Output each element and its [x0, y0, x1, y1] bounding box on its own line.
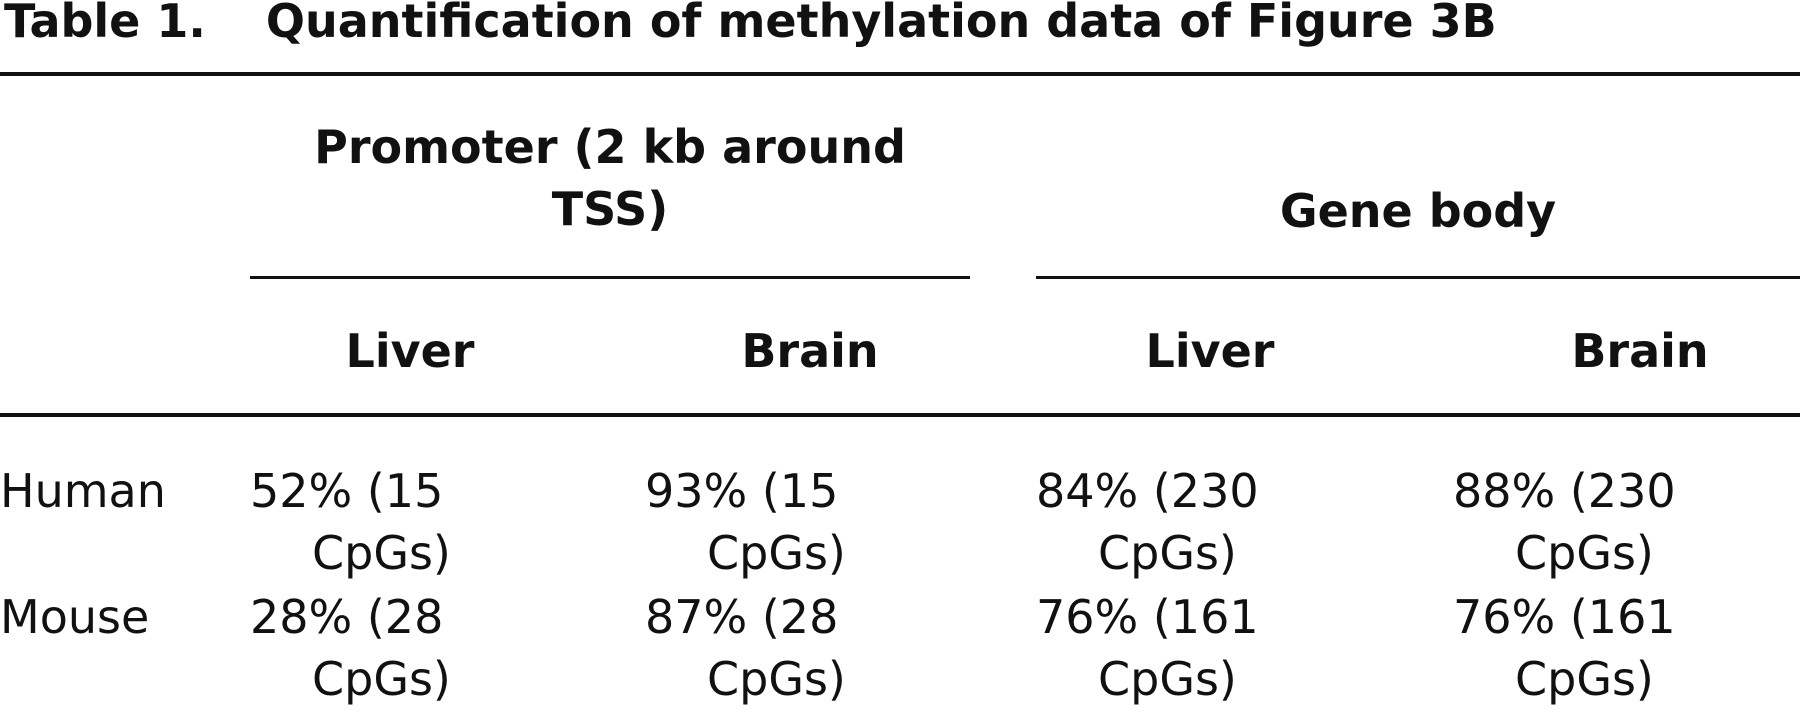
cell-value: 52% (15: [250, 464, 444, 518]
row-label-human: Human: [0, 464, 166, 518]
table-caption: Table 1. Quantification of methylation da…: [4, 0, 1497, 48]
column-header-gene-body-liver: Liver: [1145, 324, 1275, 378]
cell-continuation: CpGs): [707, 526, 846, 580]
header-bottom-rule: [0, 413, 1800, 417]
cell-continuation: CpGs): [1098, 526, 1237, 580]
top-rule: [0, 72, 1800, 76]
cell-value: 28% (28: [250, 590, 444, 644]
group-header-promoter-line1: Promoter (2 kb around: [314, 120, 906, 174]
group-header-promoter: Promoter (2 kb around TSS): [250, 116, 970, 240]
column-header-promoter-liver: Liver: [345, 324, 475, 378]
cell-continuation: CpGs): [312, 652, 451, 706]
gene-body-group-rule: [1036, 276, 1800, 279]
group-header-gene-body-line1: Gene body: [1279, 184, 1557, 238]
cell-value: 84% (230: [1036, 464, 1259, 518]
cell-value: 76% (161: [1036, 590, 1259, 644]
group-header-promoter-line2: TSS): [551, 182, 669, 236]
cell-value: 93% (15: [645, 464, 839, 518]
cell-continuation: CpGs): [1515, 652, 1654, 706]
table-cell: 52% (15 CpGs): [250, 460, 451, 584]
table-cell: 88% (230 CpGs): [1453, 460, 1676, 584]
column-header-promoter-brain: Brain: [741, 324, 879, 378]
group-header-gene-body: Gene body: [1036, 180, 1800, 242]
cell-value: 87% (28: [645, 590, 839, 644]
cell-continuation: CpGs): [707, 652, 846, 706]
cell-continuation: CpGs): [312, 526, 451, 580]
promoter-group-rule: [250, 276, 970, 279]
table-cell: 93% (15 CpGs): [645, 460, 846, 584]
table-cell: 76% (161 CpGs): [1453, 586, 1676, 710]
table-cell: 84% (230 CpGs): [1036, 460, 1259, 584]
table-title: Quantification of methylation data of Fi…: [265, 0, 1497, 48]
cell-continuation: CpGs): [1515, 526, 1654, 580]
table-cell: 87% (28 CpGs): [645, 586, 846, 710]
cell-value: 76% (161: [1453, 590, 1676, 644]
row-label-mouse: Mouse: [0, 590, 150, 644]
table-cell: 76% (161 CpGs): [1036, 586, 1259, 710]
cell-value: 88% (230: [1453, 464, 1676, 518]
column-header-gene-body-brain: Brain: [1571, 324, 1709, 378]
cell-continuation: CpGs): [1098, 652, 1237, 706]
table-cell: 28% (28 CpGs): [250, 586, 451, 710]
table-number: Table 1.: [4, 0, 206, 48]
